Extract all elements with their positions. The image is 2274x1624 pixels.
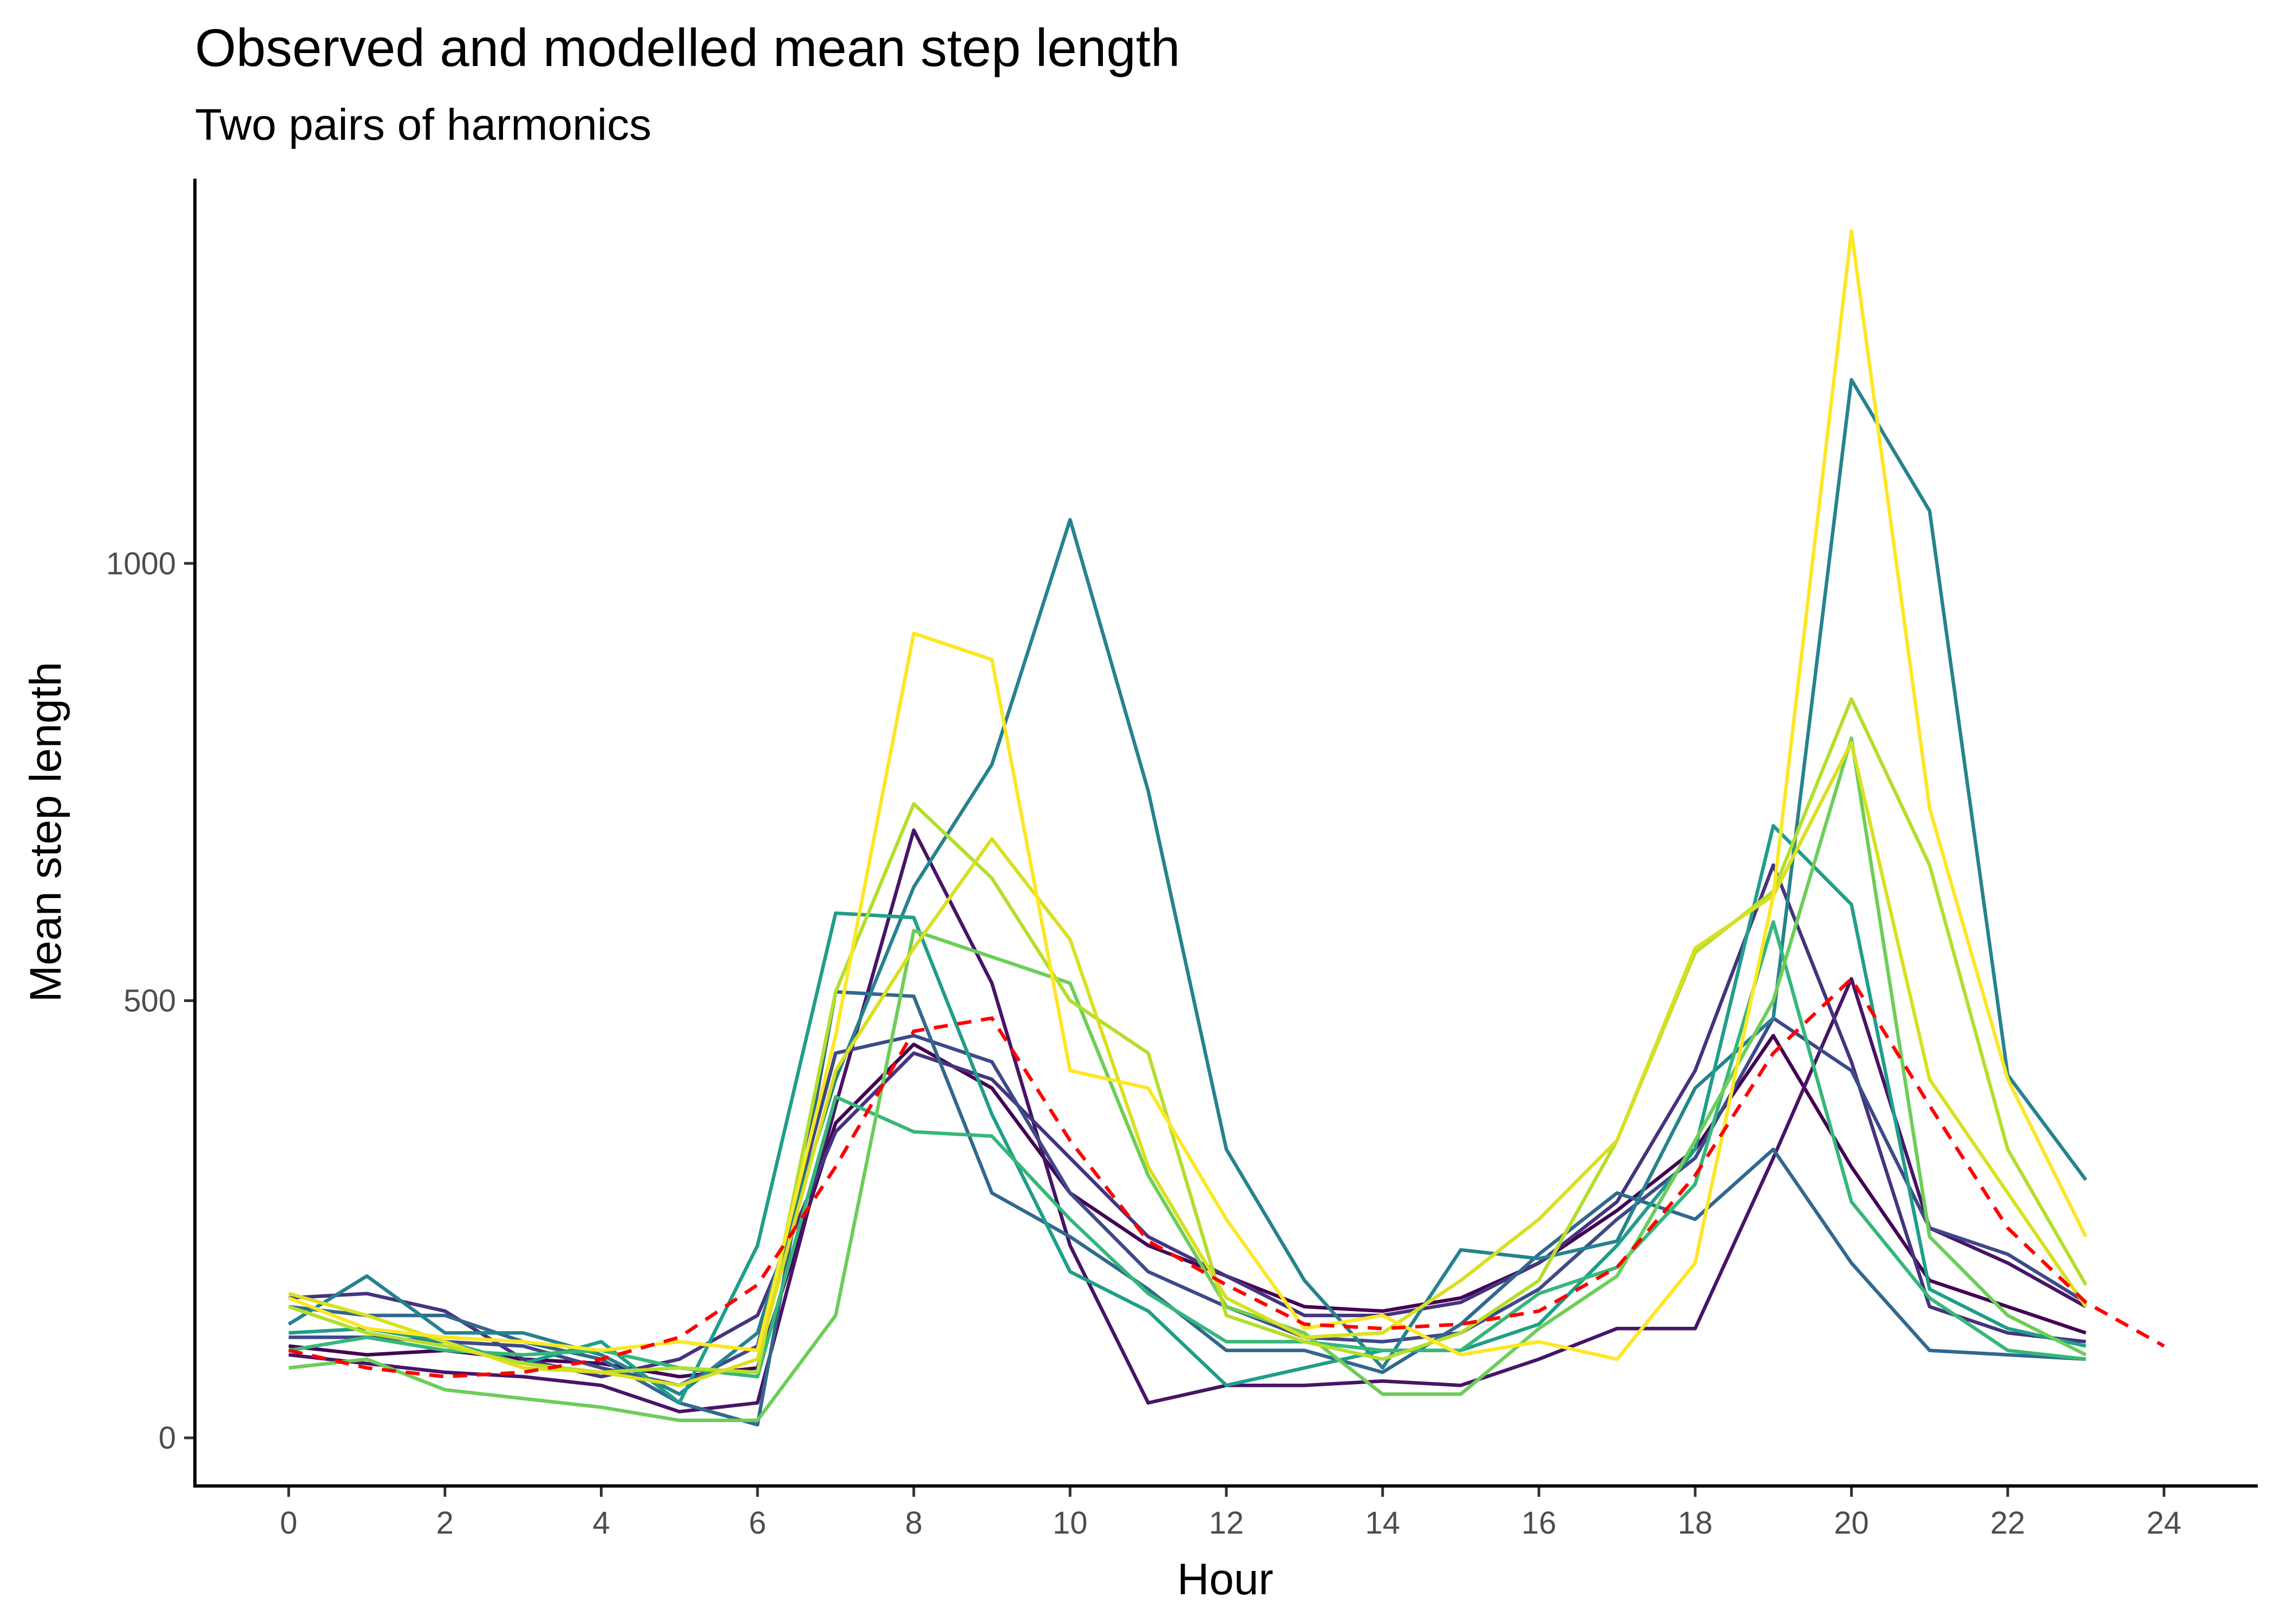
y-tick-label: 1000 [106, 546, 176, 581]
x-tick-label: 22 [1990, 1505, 2025, 1541]
series-line-9 [288, 736, 2087, 1423]
x-tick-label: 18 [1678, 1505, 1713, 1541]
series-line-2 [288, 828, 2087, 1413]
x-tick-label: 14 [1365, 1505, 1400, 1541]
x-axis-ticks: 0 2 4 6 8 10 12 14 16 18 20 22 24 [280, 1486, 2181, 1541]
x-tick-label: 20 [1834, 1505, 1869, 1541]
x-tick-label: 12 [1209, 1505, 1244, 1541]
x-tick-label: 24 [2147, 1505, 2182, 1541]
y-tick-label: 500 [123, 983, 176, 1018]
model-line [288, 975, 2165, 1379]
x-tick-label: 16 [1521, 1505, 1557, 1541]
series-line-12 [288, 229, 2088, 1361]
series-line-11 [288, 741, 2088, 1387]
y-axis-ticks: 0 500 1000 [106, 546, 195, 1456]
x-tick-label: 8 [905, 1505, 923, 1541]
x-tick-label: 6 [749, 1505, 766, 1541]
series-line-8 [288, 920, 2086, 1379]
x-tick-label: 4 [592, 1505, 610, 1541]
x-tick-label: 0 [280, 1505, 297, 1541]
chart-subtitle: Two pairs of harmonics [195, 100, 651, 149]
x-tick-label: 10 [1053, 1505, 1088, 1541]
x-tick-label: 2 [436, 1505, 454, 1541]
x-axis-title: Hour [1177, 1555, 1273, 1604]
series-line-4 [289, 1016, 2087, 1387]
chart-title: Observed and modelled mean step length [195, 18, 1180, 77]
y-axis-title: Mean step length [21, 662, 70, 1002]
plot-area [287, 229, 2165, 1427]
series-line-5 [288, 990, 2086, 1427]
series-line-7 [289, 824, 2087, 1405]
y-tick-label: 0 [159, 1420, 176, 1456]
